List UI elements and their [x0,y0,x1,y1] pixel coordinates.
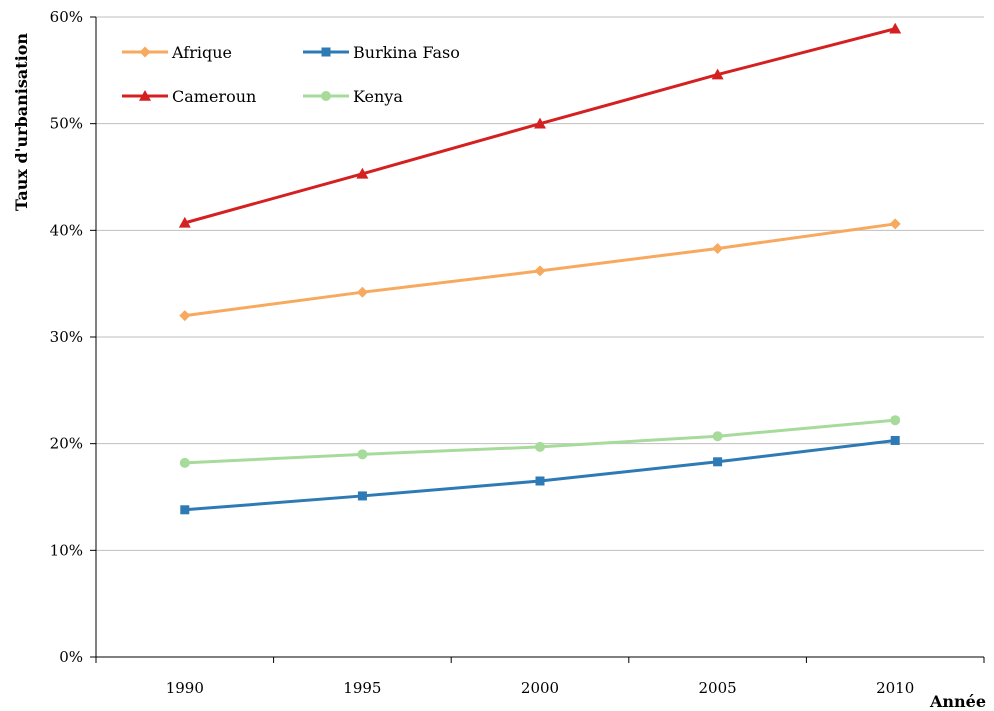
legend-label: Afrique [171,43,232,62]
data-point-afrique [712,242,724,254]
x-axis-ticks: 1990 1995 2000 2005 2010 [95,657,985,697]
y-tick-label: 40% [50,221,83,239]
data-point-burkina-faso [180,505,190,515]
legend-marker [139,46,151,58]
data-point-burkina-faso [890,435,900,445]
data-point-kenya [179,457,190,468]
legend-marker [139,90,151,101]
data-point-kenya [712,431,723,442]
data-point-cameroun [178,216,191,228]
series-line-kenya [184,418,896,465]
data-point-burkina-faso [357,491,367,501]
legend-marker [321,91,331,101]
legend-label: Cameroun [172,87,256,106]
data-point-cameroun [711,68,724,80]
y-tick-label: 0% [59,648,83,666]
x-tick-label: 2005 [699,679,737,697]
series-afrique [179,218,901,322]
data-point-afrique [356,286,368,298]
y-tick-label: 60% [50,8,83,26]
data-point-afrique [889,218,901,230]
y-tick-label: 20% [50,435,83,453]
x-axis-title: Année [929,692,986,711]
legend-item-cameroun: Cameroun [122,87,256,106]
data-point-afrique [179,310,191,322]
y-axis-ticks: 0% 10% 20% 30% 40% 50% 60% [50,8,96,666]
series-burkina-faso [180,435,900,515]
data-point-kenya [535,441,545,452]
series-cameroun [178,22,902,228]
x-tick-label: 1995 [343,679,381,697]
legend: Afrique Burkina Faso Cameroun Kenya [122,43,460,106]
data-point-afrique [534,265,546,277]
data-point-cameroun [534,117,546,129]
legend-label: Burkina Faso [353,43,460,62]
x-tick-label: 1990 [166,679,204,697]
data-point-kenya [357,449,368,460]
legend-label: Kenya [353,87,403,106]
y-axis-title: Taux d'urbanisation [12,33,31,211]
legend-item-kenya: Kenya [303,87,403,106]
x-tick-label: 2000 [521,679,559,697]
data-point-kenya [890,415,901,426]
y-tick-label: 30% [50,328,83,346]
series-kenya [179,415,901,468]
y-tick-label: 10% [50,541,83,559]
y-tick-label: 50% [50,115,83,133]
data-point-burkina-faso [713,457,723,467]
data-point-cameroun [356,167,369,179]
legend-item-burkina-faso: Burkina Faso [303,43,460,62]
x-tick-label: 2010 [876,679,914,697]
legend-item-afrique: Afrique [122,43,232,62]
data-point-burkina-faso [535,476,545,486]
data-point-cameroun [889,22,902,34]
legend-marker [321,47,331,57]
series-group [178,22,902,515]
